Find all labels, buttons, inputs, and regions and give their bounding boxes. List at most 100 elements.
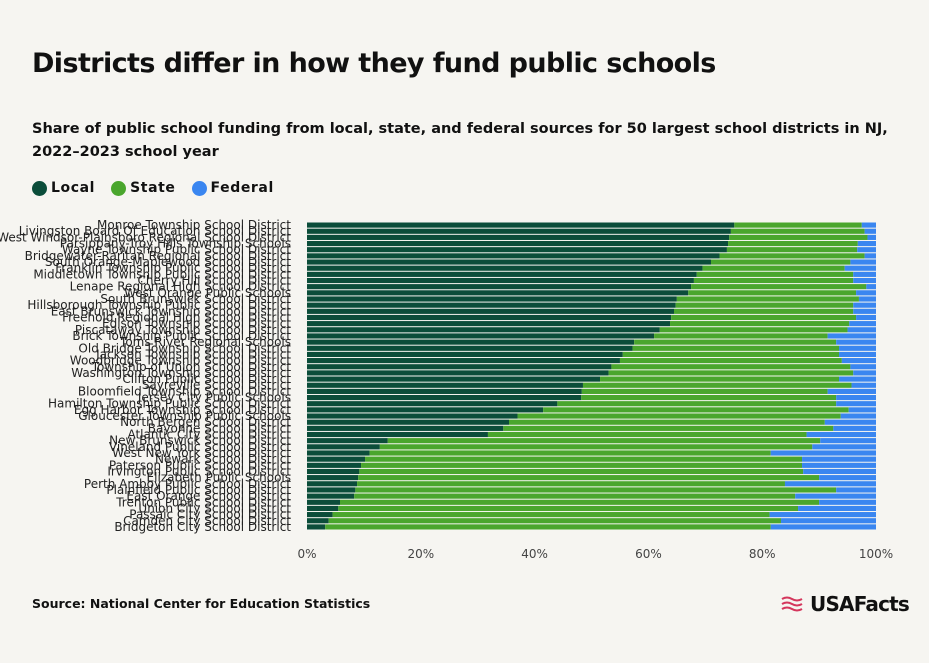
category-label: Cherry Hill School District	[137, 274, 291, 288]
bar-state-5	[719, 253, 865, 259]
category-label: Monroe Township School District	[97, 218, 291, 232]
bar-state-12	[676, 296, 859, 302]
bar-state-27	[581, 388, 828, 394]
category-label: Elizabeth Public Schools	[147, 471, 291, 485]
bar-local-12	[307, 296, 677, 302]
bar-state-33	[503, 425, 834, 431]
bar-federal-29	[836, 401, 876, 407]
bar-state-35	[387, 438, 821, 444]
bar-state-8	[696, 271, 854, 277]
bar-local-30	[307, 407, 544, 413]
bar-state-26	[582, 382, 852, 388]
bar-local-40	[307, 468, 360, 475]
bar-local-19	[307, 339, 635, 345]
bar-local-42	[307, 481, 358, 487]
bar-federal-24	[853, 370, 876, 376]
bar-local-13	[307, 302, 676, 308]
bar-local-22	[307, 358, 620, 364]
bar-local-4	[307, 247, 727, 253]
category-label: Egg Harbor Township School District	[74, 403, 291, 417]
bar-state-17	[659, 327, 848, 333]
legend-item-local: Local	[32, 180, 95, 196]
bar-federal-46	[798, 505, 876, 512]
category-label: East Brunswick Township School District	[51, 304, 292, 318]
category-label: Hillsborough Township Public School Dist…	[27, 298, 291, 312]
bar-local-5	[307, 253, 720, 259]
bar-federal-13	[853, 302, 876, 308]
bar-federal-4	[857, 247, 876, 253]
bar-local-43	[307, 487, 356, 493]
category-label: New Brunswick School District	[109, 434, 291, 448]
category-label: Old Bridge Township School District	[78, 341, 291, 355]
bar-state-0	[734, 222, 862, 228]
bar-state-36	[379, 444, 813, 450]
bar-federal-6	[850, 259, 876, 265]
bar-federal-16	[849, 321, 876, 327]
legend-item-state: State	[111, 180, 175, 196]
x-tick-label: 0%	[297, 547, 316, 561]
bar-state-2	[729, 234, 868, 240]
bar-state-11	[688, 290, 857, 296]
bar-local-45	[307, 499, 341, 505]
bar-local-9	[307, 277, 694, 284]
bar-federal-20	[839, 345, 876, 351]
bar-local-17	[307, 327, 660, 333]
bar-federal-33	[833, 425, 876, 431]
flag-icon	[781, 596, 803, 612]
category-label: Sayreville School District	[142, 378, 291, 392]
bar-state-13	[675, 302, 854, 308]
bar-state-40	[359, 468, 804, 475]
bar-state-30	[543, 407, 849, 413]
category-label: Bridgeton City School District	[114, 520, 291, 534]
category-label: Irvington Public School District	[107, 464, 291, 478]
bar-local-37	[307, 450, 370, 456]
bar-state-22	[619, 358, 842, 364]
bar-state-34	[487, 431, 807, 438]
bar-local-16	[307, 321, 671, 327]
bar-state-10	[691, 284, 867, 290]
bar-local-6	[307, 259, 711, 265]
category-label: Clifton Public School District	[122, 372, 291, 386]
legend-label-state: State	[130, 180, 176, 196]
category-label: Brick Township Public School District	[72, 329, 291, 343]
category-label: Camden City School District	[123, 514, 291, 528]
source-note: Source: National Center for Education St…	[32, 596, 371, 611]
bar-local-47	[307, 512, 333, 518]
bar-state-46	[338, 505, 799, 512]
legend-swatch-local	[32, 180, 47, 196]
bar-federal-32	[824, 419, 876, 425]
bar-state-28	[581, 394, 837, 401]
bar-federal-41	[819, 475, 876, 481]
brand-logo: USAFacts	[780, 592, 910, 616]
x-tick-label: 100%	[859, 547, 893, 561]
bar-local-41	[307, 475, 359, 481]
bar-federal-26	[851, 382, 876, 388]
bar-federal-23	[850, 364, 876, 370]
bar-state-20	[632, 345, 840, 351]
x-tick-label: 40%	[521, 547, 548, 561]
bar-local-32	[307, 419, 509, 425]
category-label: Jersey City Public Schools	[137, 391, 291, 405]
bar-local-49	[307, 524, 326, 530]
bar-local-39	[307, 462, 362, 468]
bar-state-14	[674, 308, 854, 314]
bar-federal-37	[770, 450, 876, 456]
bar-state-31	[517, 413, 841, 419]
bar-local-25	[307, 376, 601, 382]
bar-state-21	[622, 351, 840, 358]
bar-federal-15	[856, 314, 876, 321]
bar-local-34	[307, 431, 488, 438]
bar-state-15	[671, 314, 857, 321]
bar-state-9	[693, 277, 854, 284]
bar-federal-14	[853, 308, 876, 314]
category-label: South Orange-Maplewood School District	[45, 255, 291, 269]
bar-federal-2	[867, 234, 876, 240]
bar-federal-40	[803, 468, 876, 475]
bar-federal-19	[836, 339, 876, 345]
bar-local-48	[307, 518, 329, 524]
bar-state-3	[728, 240, 858, 247]
category-label: East Orange School District	[126, 489, 291, 503]
bar-federal-43	[836, 487, 876, 493]
bar-federal-12	[858, 296, 876, 302]
